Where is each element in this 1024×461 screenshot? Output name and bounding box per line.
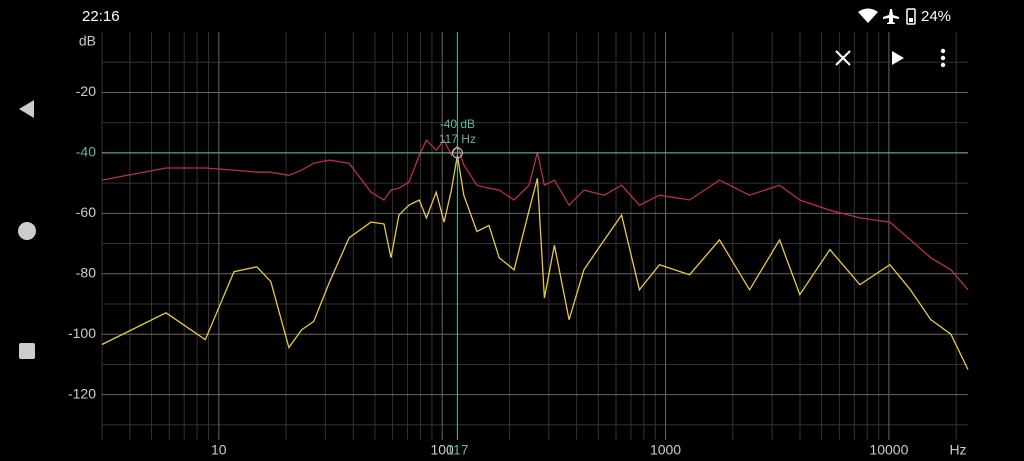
battery-icon [906,8,916,25]
status-battery: 24% [921,8,951,25]
status-time: 22:16 [82,8,120,25]
x-axis-label: Hz [949,442,966,458]
menu-button[interactable] [940,48,946,68]
cursor-x-label: 117 [446,442,469,458]
y-tick-label: -120 [68,385,96,401]
x-tick-label: 10000 [869,442,908,458]
spectrum-line [101,155,969,370]
airplane-icon [883,9,899,24]
y-tick-label: -20 [76,83,96,99]
y-tick-label: -60 [76,204,96,220]
wifi-icon [858,8,878,23]
battery-level [909,18,913,22]
y-tick-label: -40 [76,144,96,160]
cursor-label: 117 Hz [439,132,476,146]
cursor-marker [451,147,463,159]
y-axis-label: dB [79,33,96,49]
nav-recents[interactable] [19,343,35,359]
y-tick-label: -80 [76,264,96,280]
y-tick-label: -100 [68,325,96,341]
x-tick-label: 1000 [650,442,681,458]
nav-home[interactable] [18,222,36,240]
spectrum-line [101,138,969,291]
nav-back[interactable] [19,100,34,118]
close-button[interactable] [835,50,851,66]
plot: 10 100 1000 10000 -20 -40 -60 -80 -100 -120 dB Hz -4… [68,32,969,458]
cursor-label: -40 dB [440,117,475,131]
play-button[interactable] [892,51,904,65]
x-tick-label: 100 [430,442,454,458]
x-tick-label: 10 [211,442,227,458]
